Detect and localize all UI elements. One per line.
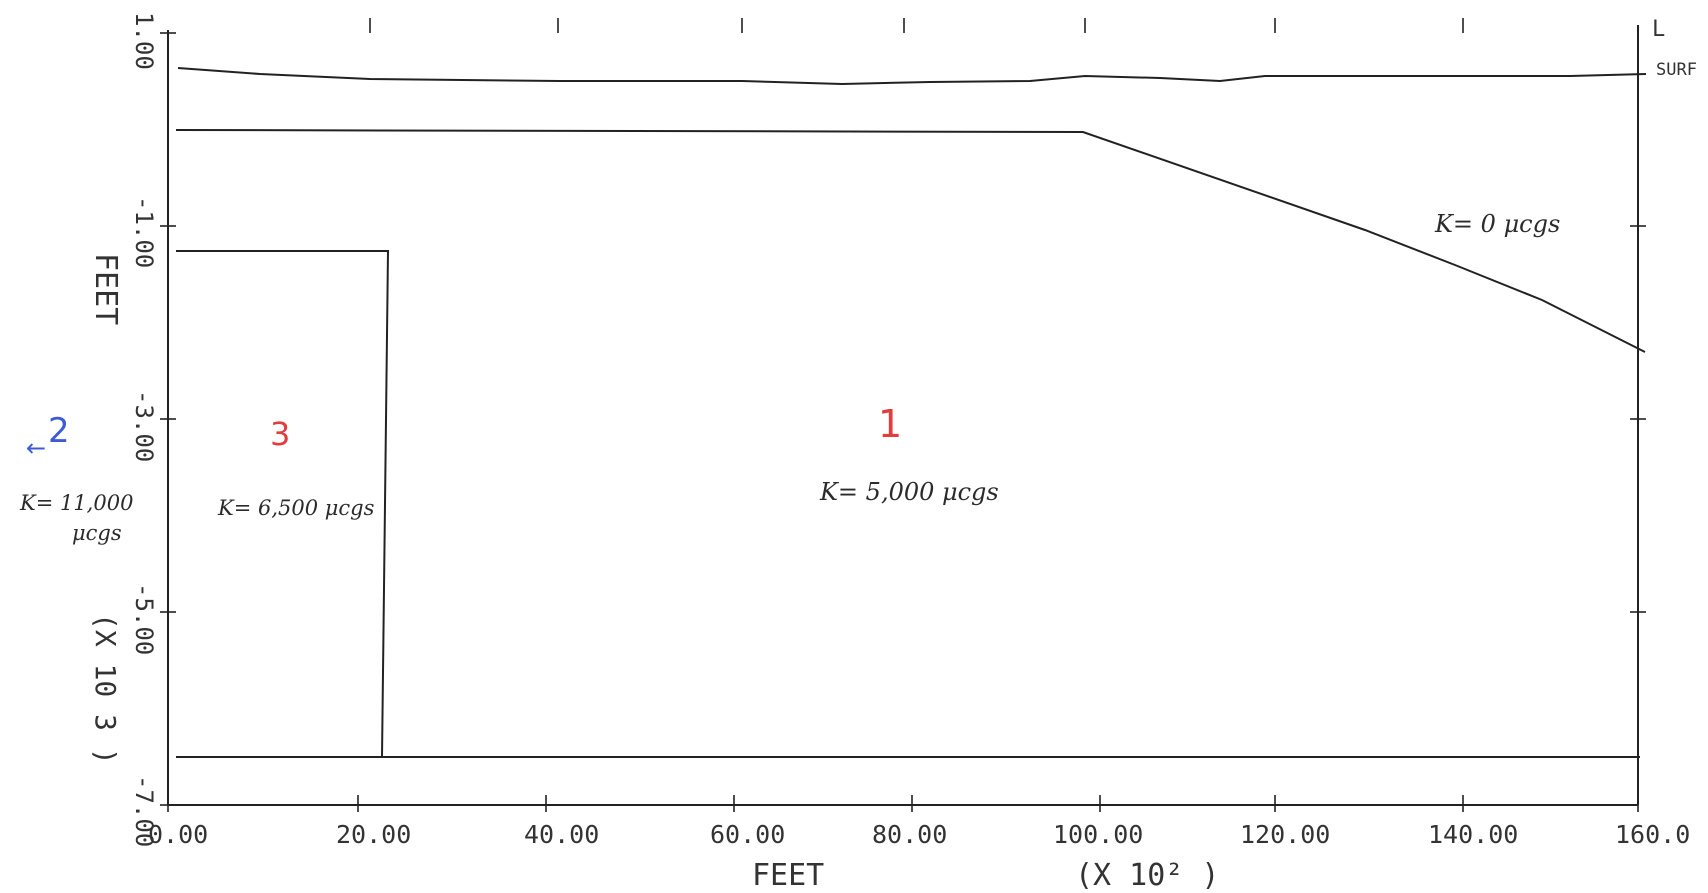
- x-tick-label: 140.00: [1428, 820, 1518, 849]
- region-3-number: 3: [270, 415, 290, 453]
- corner-mark: L: [1652, 17, 1665, 42]
- region-3-k-value: K= 6,500 μcgs: [217, 496, 375, 520]
- y-tick-labels: 1.00 -1.00 -3.00 -5.00 -7.00: [130, 12, 158, 847]
- x-tick-label: 160.0: [1615, 820, 1690, 849]
- x-tick-label: 80.00: [872, 820, 947, 849]
- y-tick-label: -3.00: [130, 390, 158, 462]
- x-tick-label: 20.00: [336, 820, 411, 849]
- y-tick-label: -5.00: [130, 583, 158, 655]
- left-arrow-icon: ←: [26, 434, 46, 462]
- x-axis-ticks: [167, 795, 1639, 812]
- y-tick-label: -1.00: [130, 196, 158, 268]
- y-axis-label: FEET: [88, 253, 123, 325]
- x-tick-label: 60.00: [710, 820, 785, 849]
- top-ticks: [369, 18, 1464, 33]
- y-axis-ticks: [160, 32, 1646, 806]
- region-1-k-value: K= 5,000 μcgs: [819, 478, 999, 506]
- surface-label: SURF: [1656, 60, 1697, 80]
- y-tick-label: -7.00: [130, 775, 158, 847]
- x-axis-label: FEET: [752, 858, 824, 893]
- x-tick-label: 0.00: [148, 820, 208, 849]
- x-scale-note: (X 10² ): [1075, 858, 1220, 893]
- y-tick-label: 1.00: [130, 12, 158, 70]
- region-2-k-unit: μcgs: [72, 521, 122, 545]
- region-1-number: 1: [878, 402, 902, 446]
- surface-profile-line: [177, 67, 1647, 86]
- top-region-k-value: K= 0 μcgs: [1434, 210, 1560, 238]
- region-3-boundary: [176, 250, 390, 758]
- region-2-number: 2: [48, 411, 70, 451]
- region-2-k-value: K= 11,000: [19, 491, 133, 515]
- k0-boundary-line: [175, 129, 1646, 353]
- x-tick-label: 100.00: [1053, 820, 1143, 849]
- x-tick-label: 120.00: [1240, 820, 1330, 849]
- y-scale-note: (X 10 3 ): [89, 613, 122, 765]
- x-tick-labels: 0.00 20.00 40.00 60.00 80.00 100.00 120.…: [148, 820, 1690, 849]
- x-tick-label: 40.00: [524, 820, 599, 849]
